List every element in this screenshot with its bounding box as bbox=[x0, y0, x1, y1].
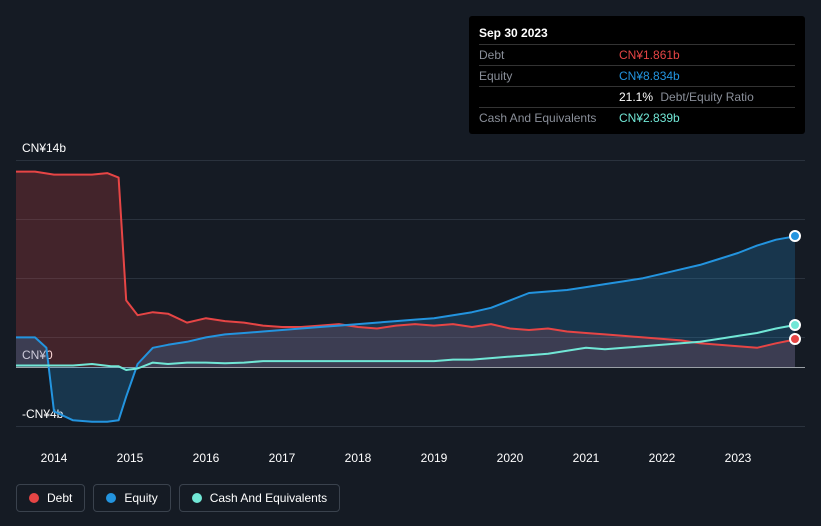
tooltip-row-ratio: 21.1% Debt/Equity Ratio bbox=[479, 87, 795, 108]
tooltip-ratio-label: Debt/Equity Ratio bbox=[660, 90, 753, 104]
chart-legend: Debt Equity Cash And Equivalents bbox=[16, 484, 340, 512]
chart-plot-area bbox=[16, 145, 805, 445]
legend-swatch-debt bbox=[29, 493, 39, 503]
tooltip-ratio-spacer bbox=[479, 90, 619, 104]
tooltip-date: Sep 30 2023 bbox=[479, 22, 795, 45]
x-axis-tick-label: 2022 bbox=[649, 451, 676, 465]
tooltip-equity-value: CN¥8.834b bbox=[619, 69, 680, 83]
x-axis-tick-label: 2016 bbox=[193, 451, 220, 465]
legend-item-equity[interactable]: Equity bbox=[93, 484, 170, 512]
chart-tooltip: Sep 30 2023 Debt CN¥1.861b Equity CN¥8.8… bbox=[469, 16, 805, 134]
tooltip-row-cash: Cash And Equivalents CN¥2.839b bbox=[479, 108, 795, 128]
chart-svg bbox=[16, 145, 805, 445]
legend-label-equity: Equity bbox=[124, 491, 157, 505]
tooltip-ratio-value-wrap: 21.1% Debt/Equity Ratio bbox=[619, 90, 754, 104]
x-axis-tick-label: 2014 bbox=[41, 451, 68, 465]
series-marker-debt bbox=[789, 333, 801, 345]
x-axis-tick-label: 2019 bbox=[421, 451, 448, 465]
x-axis-tick-label: 2020 bbox=[497, 451, 524, 465]
x-axis-tick-label: 2018 bbox=[345, 451, 372, 465]
legend-item-cash[interactable]: Cash And Equivalents bbox=[179, 484, 340, 512]
series-marker-equity bbox=[789, 230, 801, 242]
legend-swatch-equity bbox=[106, 493, 116, 503]
legend-swatch-cash bbox=[192, 493, 202, 503]
legend-item-debt[interactable]: Debt bbox=[16, 484, 85, 512]
tooltip-row-equity: Equity CN¥8.834b bbox=[479, 66, 795, 87]
series-marker-cash bbox=[789, 319, 801, 331]
x-axis-tick-label: 2017 bbox=[269, 451, 296, 465]
x-axis-tick-label: 2021 bbox=[573, 451, 600, 465]
tooltip-equity-label: Equity bbox=[479, 69, 619, 83]
tooltip-cash-label: Cash And Equivalents bbox=[479, 111, 619, 125]
tooltip-debt-value: CN¥1.861b bbox=[619, 48, 680, 62]
tooltip-debt-label: Debt bbox=[479, 48, 619, 62]
tooltip-cash-value: CN¥2.839b bbox=[619, 111, 680, 125]
x-axis-tick-label: 2023 bbox=[725, 451, 752, 465]
legend-label-cash: Cash And Equivalents bbox=[210, 491, 327, 505]
tooltip-ratio-value: 21.1% bbox=[619, 90, 653, 104]
x-axis-tick-label: 2015 bbox=[117, 451, 144, 465]
legend-label-debt: Debt bbox=[47, 491, 72, 505]
tooltip-row-debt: Debt CN¥1.861b bbox=[479, 45, 795, 66]
